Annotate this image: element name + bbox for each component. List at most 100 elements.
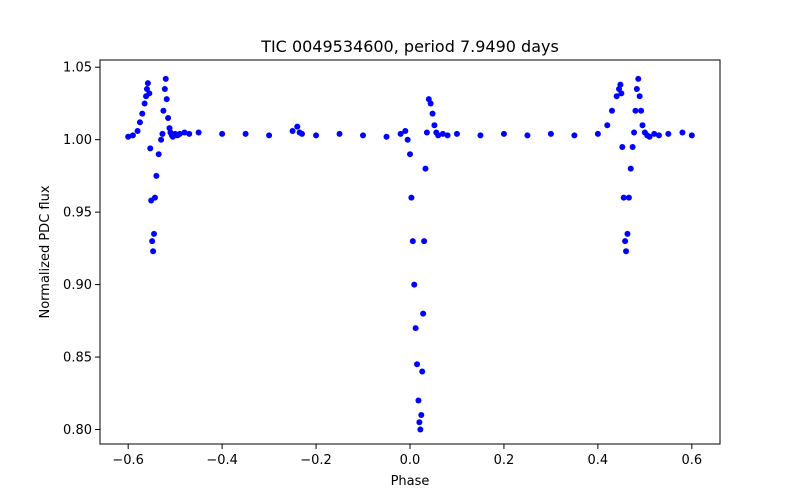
data-point (242, 130, 249, 137)
data-point (155, 151, 162, 158)
data-point (415, 397, 422, 404)
data-point (313, 132, 320, 139)
data-point (594, 130, 601, 137)
data-point (163, 96, 170, 103)
data-point (383, 133, 390, 140)
data-point (623, 248, 630, 255)
data-point (419, 368, 426, 375)
x-tick-label: −0.4 (206, 453, 238, 468)
data-points (125, 75, 695, 433)
y-axis-ticks: 0.80 0.85 0.90 0.95 1.00 1.05 (63, 61, 100, 438)
data-point (125, 133, 132, 140)
data-point (336, 130, 343, 137)
data-point (402, 128, 409, 135)
data-point (625, 194, 632, 201)
data-point (627, 165, 634, 172)
data-point (618, 90, 625, 97)
y-axis-label: Normalized PDC flux (38, 185, 53, 318)
data-point (404, 136, 411, 143)
data-point (617, 81, 624, 88)
x-tick-label: 0.4 (588, 453, 609, 468)
y-tick-label: 1.00 (63, 133, 92, 148)
data-point (655, 132, 662, 139)
data-point (420, 310, 427, 317)
data-point (500, 130, 507, 137)
data-point (439, 130, 446, 137)
data-point (444, 132, 451, 139)
data-point (622, 238, 629, 245)
data-point (416, 419, 423, 426)
x-tick-label: 0.2 (494, 453, 515, 468)
data-point (679, 129, 686, 136)
data-point (608, 107, 615, 114)
data-point (477, 132, 484, 139)
x-axis-ticks: −0.6 −0.4 −0.2 0.0 0.2 0.4 0.6 (112, 444, 702, 468)
data-point (604, 122, 611, 129)
data-point (629, 143, 636, 150)
data-point (159, 130, 166, 137)
data-point (141, 100, 148, 107)
data-point (147, 145, 154, 152)
data-point (409, 238, 416, 245)
data-point (134, 128, 141, 135)
data-point (136, 119, 143, 126)
x-tick-label: 0.0 (400, 453, 421, 468)
data-point (636, 93, 643, 100)
data-point (421, 238, 428, 245)
data-point (160, 107, 167, 114)
data-point (158, 136, 165, 143)
data-point (408, 194, 415, 201)
data-point (646, 133, 653, 140)
data-point (632, 107, 639, 114)
data-point (289, 128, 296, 135)
data-point (435, 132, 442, 139)
data-point (547, 130, 554, 137)
x-tick-label: −0.2 (300, 453, 332, 468)
data-point (688, 132, 695, 139)
data-point (139, 110, 146, 117)
x-tick-label: −0.6 (112, 453, 144, 468)
data-point (624, 230, 631, 237)
data-point (631, 129, 638, 136)
data-point (165, 114, 172, 121)
data-point (620, 194, 627, 201)
data-point (571, 132, 578, 139)
data-point (638, 107, 645, 114)
data-point (411, 281, 418, 288)
data-point (161, 85, 168, 92)
data-point (176, 130, 183, 137)
data-point (162, 75, 169, 82)
data-point (417, 426, 424, 433)
data-point (429, 110, 436, 117)
data-point (431, 122, 438, 129)
data-point (423, 129, 430, 136)
data-point (665, 130, 672, 137)
data-point (635, 75, 642, 82)
data-point (524, 132, 531, 139)
data-point (633, 85, 640, 92)
y-tick-label: 0.90 (63, 278, 92, 293)
data-point (360, 132, 367, 139)
x-axis-label: Phase (391, 474, 430, 489)
data-point (412, 325, 419, 332)
data-point (407, 151, 413, 158)
data-point (151, 230, 158, 237)
data-point (181, 129, 188, 136)
y-tick-label: 0.85 (63, 351, 92, 366)
data-point (418, 412, 425, 419)
data-point (266, 132, 273, 139)
data-point (144, 80, 151, 87)
data-point (129, 132, 136, 139)
data-point (298, 130, 305, 137)
y-tick-label: 1.05 (63, 61, 92, 76)
data-point (613, 93, 620, 100)
data-point (427, 100, 434, 107)
chart-title: TIC 0049534600, period 7.9490 days (260, 37, 559, 56)
data-point (422, 165, 429, 172)
data-point (414, 361, 421, 368)
data-point (150, 248, 157, 255)
x-tick-label: 0.6 (681, 453, 702, 468)
data-point (619, 143, 626, 150)
